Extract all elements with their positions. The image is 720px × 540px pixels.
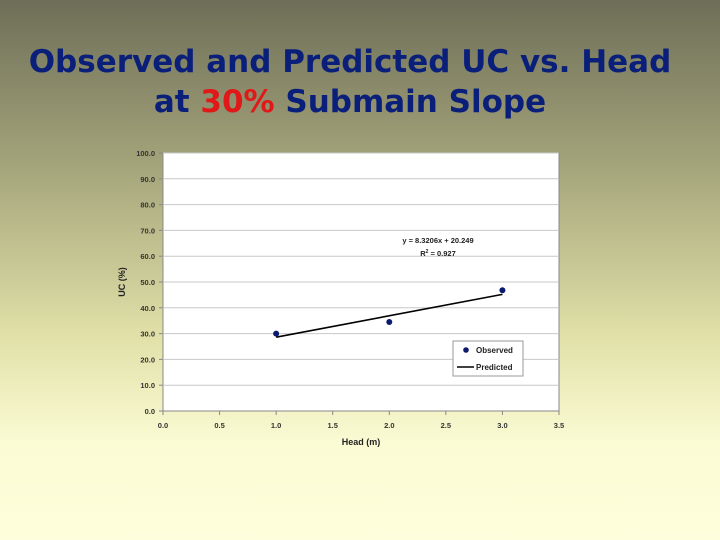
title-line-2: at 30% Submain Slope <box>0 82 700 122</box>
legend-observed-marker <box>463 347 469 353</box>
x-tick-label: 2.5 <box>441 421 451 430</box>
trendline-equation: y = 8.3206x + 20.249 <box>402 236 473 245</box>
series-layer <box>273 287 506 338</box>
slide-title: Observed and Predicted UC vs. Head at 30… <box>0 42 700 122</box>
y-tick-label: 90.0 <box>140 175 155 184</box>
r-squared-label: R2 = 0.927 <box>420 249 456 258</box>
y-tick-label: 40.0 <box>140 304 155 313</box>
y-tick-label: 70.0 <box>140 226 155 235</box>
x-tick-label: 1.0 <box>271 421 281 430</box>
y-tick-label: 0.0 <box>145 407 155 416</box>
y-tick-labels: 0.0 10.0 20.0 30.0 40.0 50.0 60.0 70.0 80.0 90.0 1… <box>136 149 155 416</box>
observed-point <box>273 330 280 337</box>
y-tick-label: 30.0 <box>140 330 155 339</box>
y-tick-label: 20.0 <box>140 355 155 364</box>
legend-observed-label: Observed <box>476 346 513 355</box>
y-axis-label: UC (%) <box>117 267 127 297</box>
y-tick-label: 80.0 <box>140 201 155 210</box>
x-tick-label: 2.0 <box>384 421 394 430</box>
predicted-trendline <box>275 293 503 338</box>
legend: Observed Predicted <box>452 340 524 377</box>
title-line-1: Observed and Predicted UC vs. Head <box>28 44 672 80</box>
observed-point <box>386 318 393 325</box>
y-tick-label: 60.0 <box>140 252 155 261</box>
legend-predicted-label: Predicted <box>476 363 513 372</box>
x-tick-label: 3.0 <box>497 421 507 430</box>
title-line-2-post: Submain Slope <box>274 84 547 120</box>
y-tick-label: 100.0 <box>136 149 155 158</box>
observed-point <box>499 287 506 294</box>
x-tick-label: 3.5 <box>554 421 564 430</box>
y-tick-label: 10.0 <box>140 381 155 390</box>
x-tick-label: 0.5 <box>214 421 224 430</box>
x-tick-labels: 0.0 0.5 1.0 1.5 2.0 2.5 3.0 3.5 <box>158 421 564 430</box>
x-tick-label: 1.5 <box>327 421 337 430</box>
x-axis-label: Head (m) <box>342 437 381 447</box>
y-tick-label: 50.0 <box>140 278 155 287</box>
title-slope-highlight: 30% <box>200 84 275 120</box>
title-line-2-pre: at <box>153 84 201 120</box>
x-tick-label: 0.0 <box>158 421 168 430</box>
